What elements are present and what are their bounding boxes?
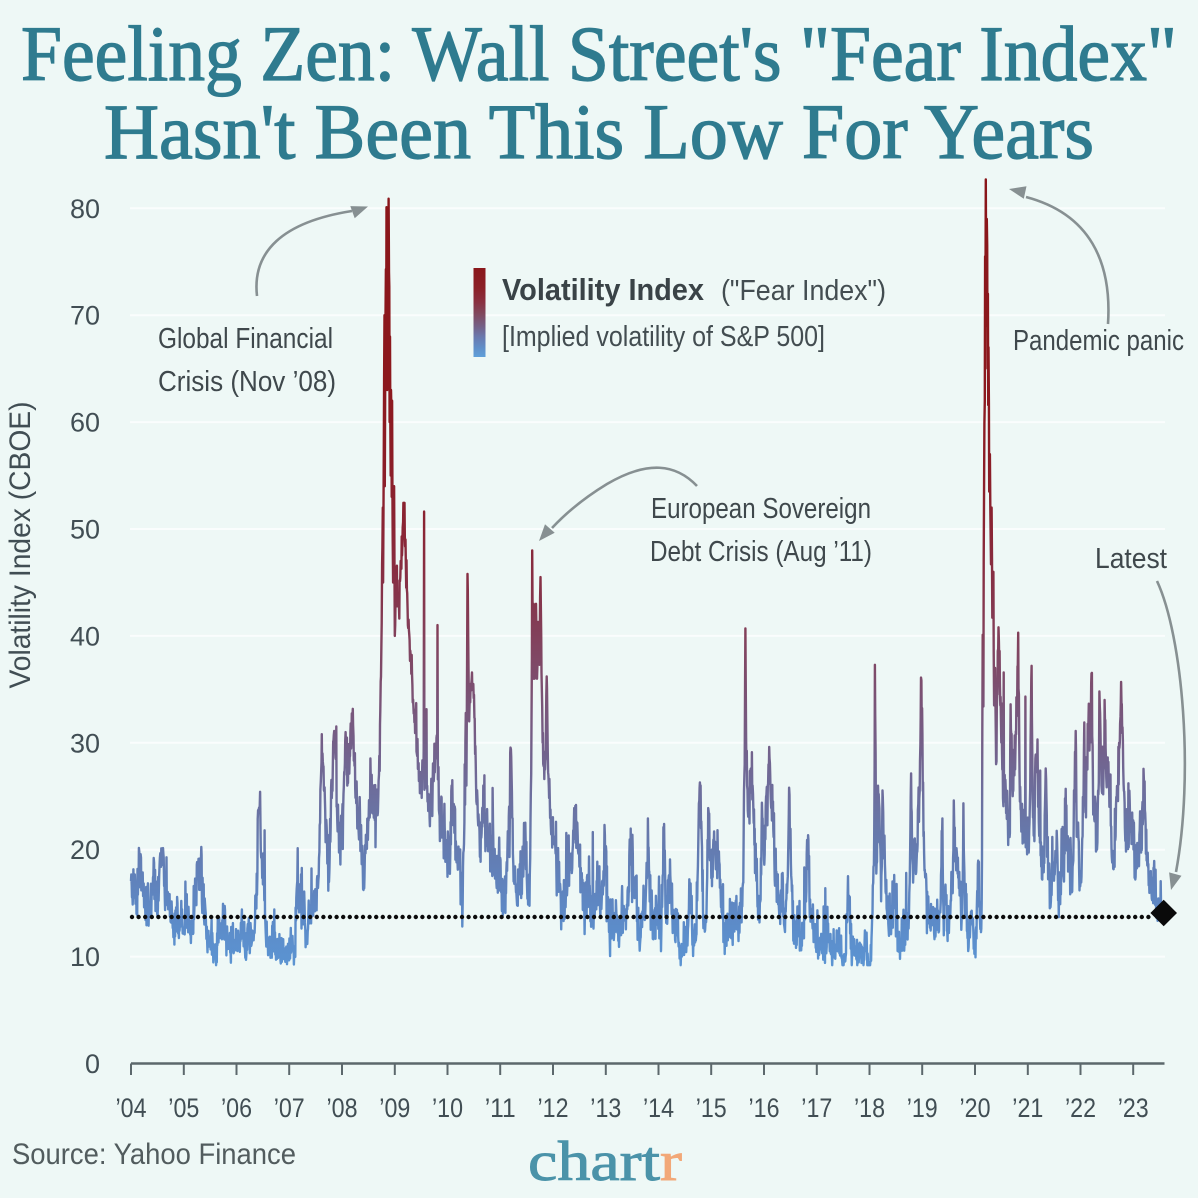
svg-text:30: 30 [70, 728, 100, 758]
svg-text:’04: ’04 [116, 1093, 147, 1123]
svg-text:50: 50 [70, 515, 100, 545]
svg-text:’22: ’22 [1065, 1093, 1096, 1123]
svg-text:Debt Crisis (Aug ’11): Debt Crisis (Aug ’11) [650, 536, 872, 568]
svg-text:’14: ’14 [643, 1093, 674, 1123]
svg-text:Feeling Zen: Wall Street's "Fe: Feeling Zen: Wall Street's "Fear Index" [21, 10, 1177, 97]
svg-text:80: 80 [70, 194, 100, 224]
svg-text:’05: ’05 [168, 1093, 199, 1123]
svg-text:’21: ’21 [1012, 1093, 1043, 1123]
svg-text:’16: ’16 [749, 1093, 780, 1123]
svg-text:70: 70 [70, 301, 100, 331]
svg-text:’19: ’19 [907, 1093, 938, 1123]
svg-text:Crisis (Nov ’08): Crisis (Nov ’08) [158, 366, 336, 398]
svg-text:Pandemic panic: Pandemic panic [1013, 325, 1184, 357]
svg-text:European Sovereign: European Sovereign [651, 493, 871, 525]
svg-text:Volatility Index (CBOE): Volatility Index (CBOE) [4, 402, 37, 689]
svg-text:’18: ’18 [854, 1093, 885, 1123]
svg-text:("Fear Index"): ("Fear Index") [721, 275, 886, 307]
svg-text:Global Financial: Global Financial [158, 323, 333, 355]
svg-text:Source: Yahoo Finance: Source: Yahoo Finance [12, 1138, 296, 1171]
svg-text:Hasn't Been This Low For Years: Hasn't Been This Low For Years [104, 88, 1094, 175]
svg-text:’11: ’11 [485, 1093, 516, 1123]
svg-text:’08: ’08 [327, 1093, 358, 1123]
svg-text:’10: ’10 [432, 1093, 463, 1123]
svg-text:’06: ’06 [221, 1093, 252, 1123]
svg-text:20: 20 [70, 835, 100, 865]
svg-text:0: 0 [85, 1049, 100, 1079]
svg-text:10: 10 [70, 942, 100, 972]
svg-text:40: 40 [70, 621, 100, 651]
svg-text:’23: ’23 [1118, 1093, 1149, 1123]
svg-text:’12: ’12 [538, 1093, 569, 1123]
svg-text:Volatility Index: Volatility Index [502, 272, 705, 307]
svg-text:’20: ’20 [960, 1093, 991, 1123]
svg-text:’15: ’15 [696, 1093, 727, 1123]
svg-text:[Implied volatility of S&P 500: [Implied volatility of S&P 500] [502, 321, 825, 353]
svg-text:60: 60 [70, 408, 100, 438]
svg-text:’13: ’13 [590, 1093, 621, 1123]
svg-text:Latest: Latest [1095, 543, 1167, 575]
svg-text:’07: ’07 [274, 1093, 305, 1123]
svg-text:’09: ’09 [379, 1093, 410, 1123]
svg-text:’17: ’17 [801, 1093, 832, 1123]
